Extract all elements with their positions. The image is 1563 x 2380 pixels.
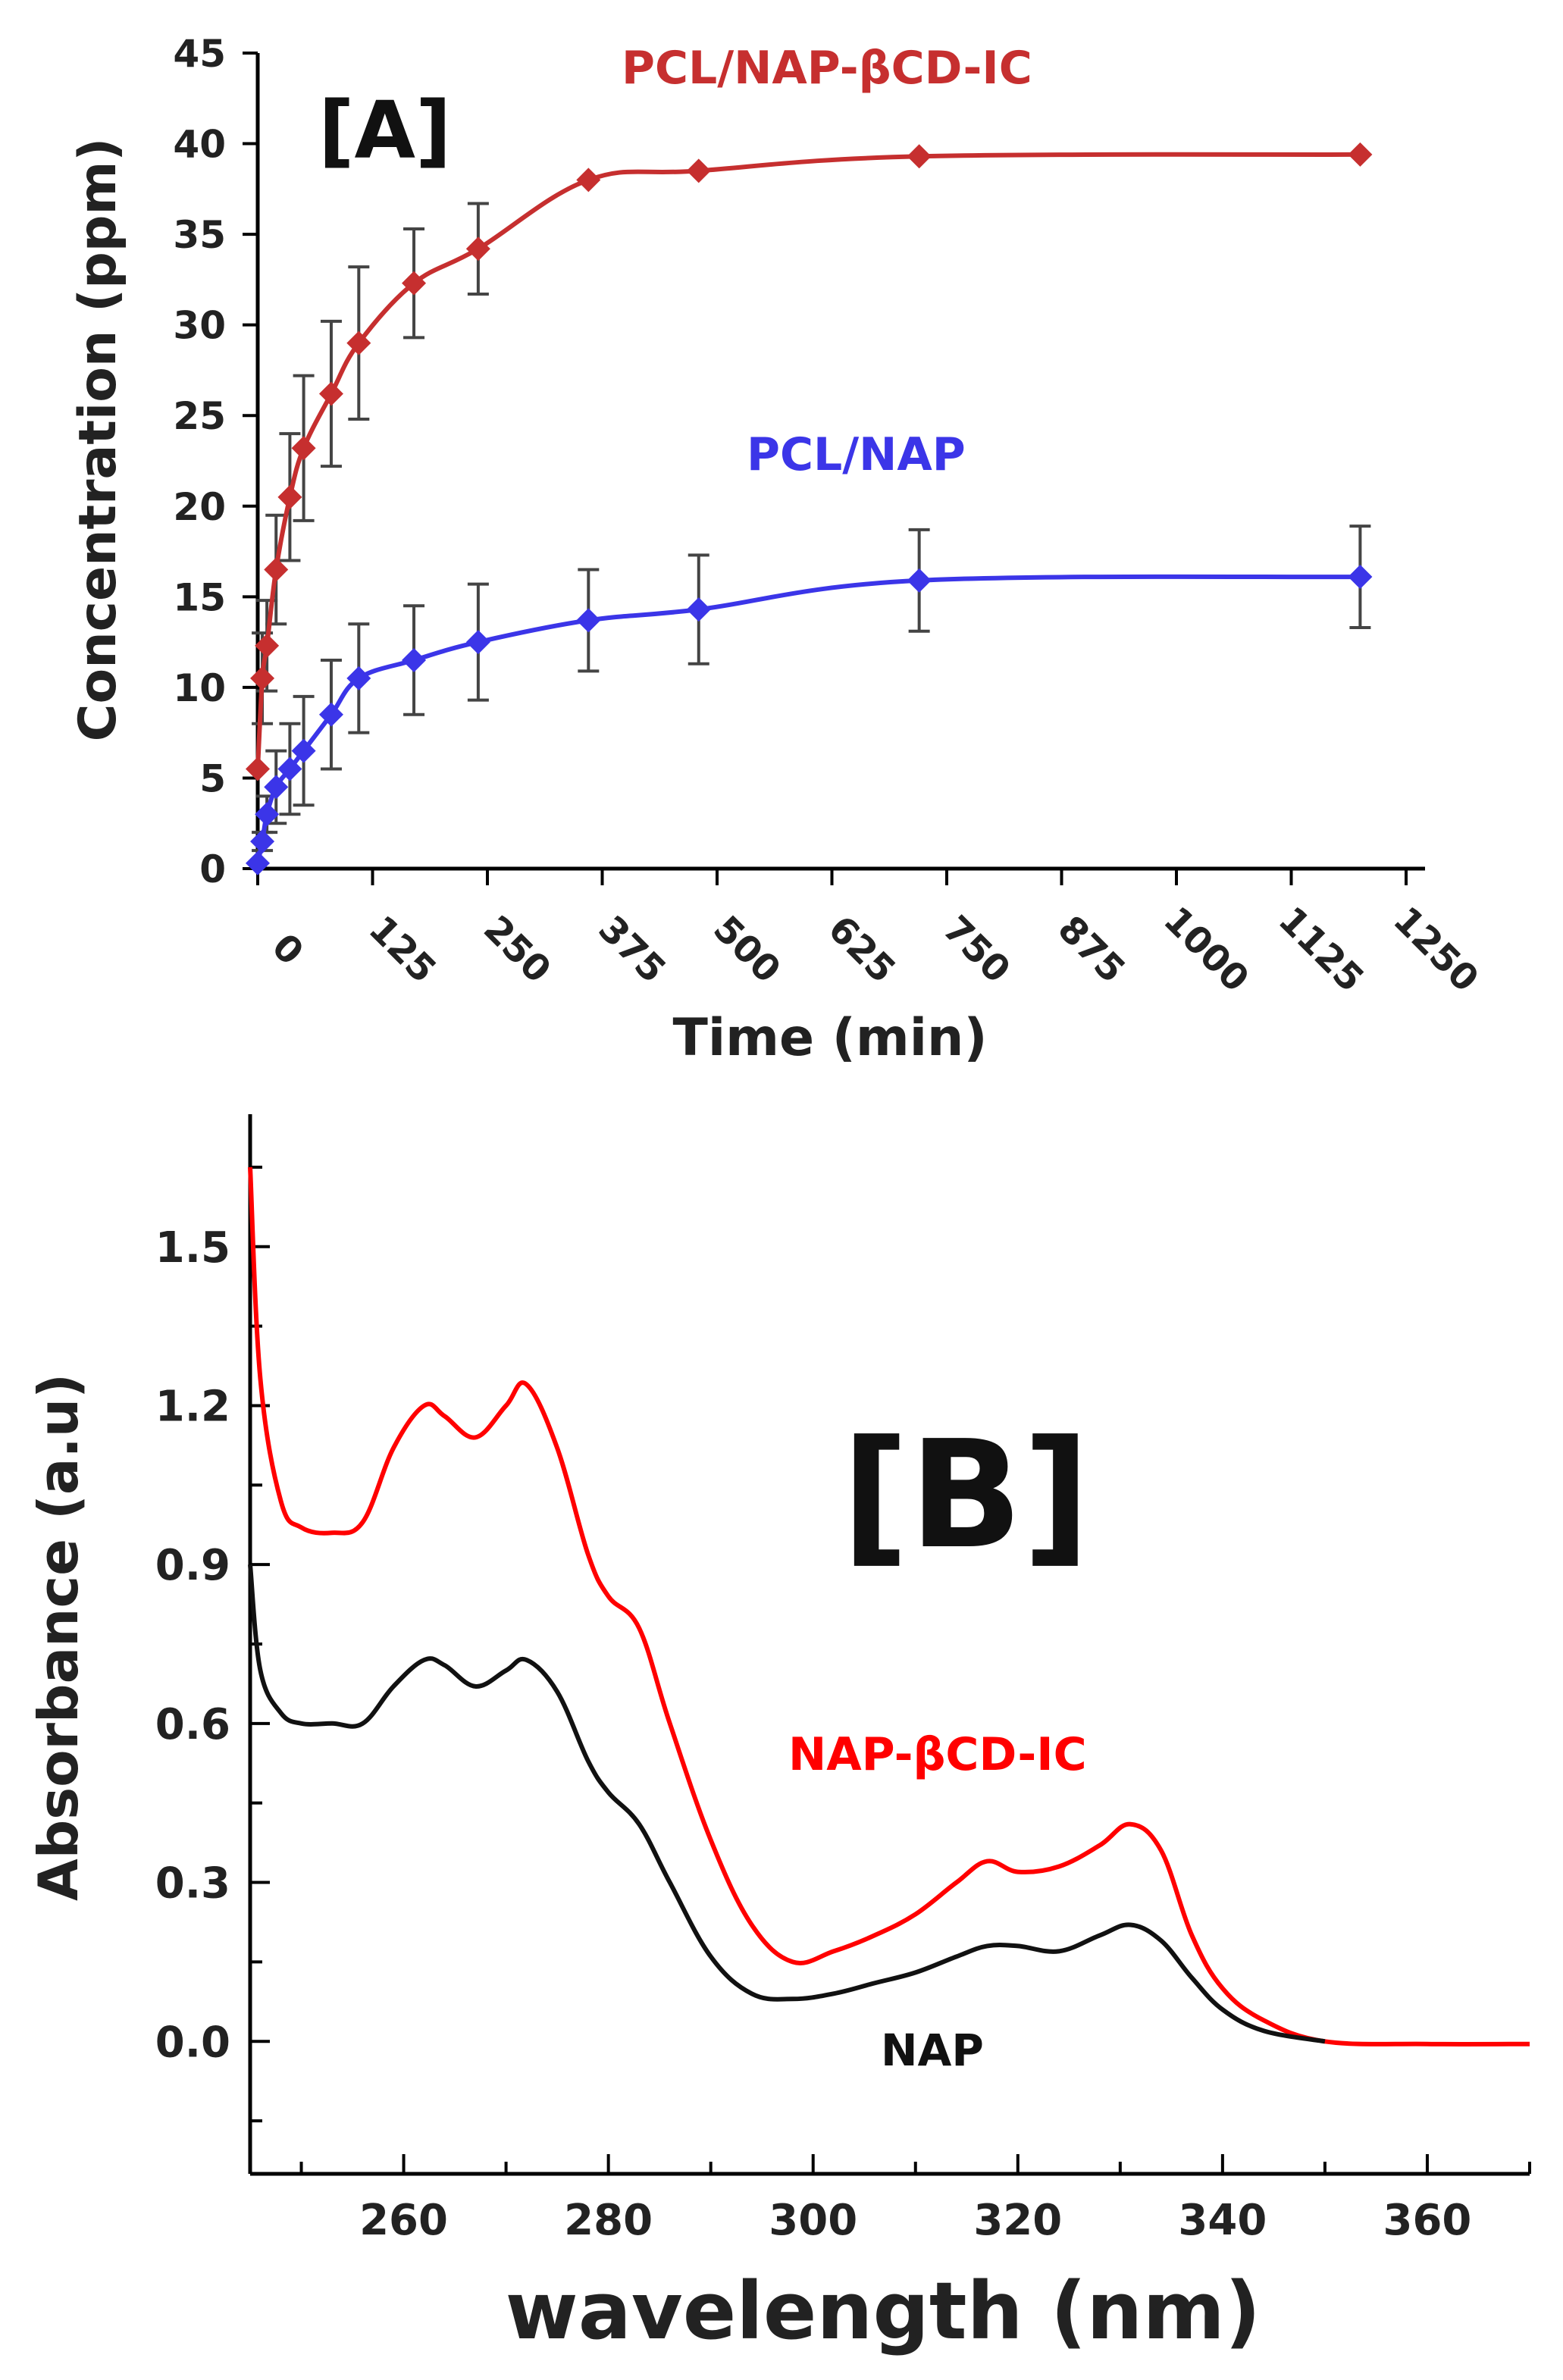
panel-a-point-blue bbox=[465, 630, 490, 655]
panel-a-x-tick-label: 375 bbox=[590, 907, 674, 991]
panel-a-point-red bbox=[250, 665, 275, 691]
panel-b-y-axis-title: Absorbance (a.u) bbox=[27, 1373, 90, 1901]
panel-a-y-axis-title: Concentration (ppm) bbox=[68, 138, 128, 742]
panel-a-point-red bbox=[255, 633, 280, 658]
panel-a-x-axis-title: Time (min) bbox=[672, 1008, 987, 1068]
panel-a-point-red bbox=[1348, 142, 1373, 167]
panel-a-legend-red: PCL/NAP-βCD-IC bbox=[622, 42, 1032, 95]
panel-a-y-tick-label: 15 bbox=[173, 575, 226, 619]
panel-a-point-blue bbox=[264, 775, 289, 800]
panel-b-x-tick-label: 320 bbox=[973, 2196, 1062, 2245]
panel-a-point-blue bbox=[246, 850, 270, 875]
panel-b-x-tick-label: 360 bbox=[1383, 2196, 1472, 2245]
panel-a-series-red bbox=[246, 142, 1373, 781]
panel-b-x-tick-label: 280 bbox=[564, 2196, 653, 2245]
panel-a-x-tick-label: 0 bbox=[264, 925, 312, 973]
panel-a-point-blue bbox=[402, 648, 427, 673]
panel-a-point-blue bbox=[250, 829, 275, 854]
panel-b-line-black bbox=[248, 1564, 1326, 2044]
panel-a-chart: 0 5 10 15 20 25 30 35 40 45 0 125 250 375 500 625 750 87… bbox=[68, 32, 1486, 1068]
panel-a-point-red bbox=[402, 271, 427, 296]
panel-a-y-tick-label: 40 bbox=[173, 123, 226, 167]
panel-a-y-tick-label: 0 bbox=[199, 847, 226, 891]
panel-b-y-tick-label: 0.6 bbox=[155, 1700, 230, 1749]
panel-b-y-tick-label: 0.0 bbox=[155, 2018, 230, 2067]
panel-b-chart: 0.0 0.3 0.6 0.9 1.2 1.5 260 280 300 320 340 360 [B… bbox=[27, 1114, 1531, 2357]
panel-a-point-red bbox=[907, 144, 932, 169]
panel-a-point-red bbox=[277, 484, 302, 509]
panel-a-point-blue bbox=[277, 756, 302, 781]
panel-b-legend-red: NAP-βCD-IC bbox=[788, 1728, 1087, 1781]
panel-a-line-blue bbox=[255, 574, 1361, 864]
panel-a-series-blue bbox=[246, 525, 1373, 875]
panel-a-y-tick-label: 5 bbox=[199, 756, 226, 800]
panel-b-x-tick-label: 340 bbox=[1178, 2196, 1267, 2245]
panel-a-x-tick-label: 250 bbox=[475, 907, 559, 991]
panel-b-x-tick-label: 260 bbox=[359, 2196, 448, 2245]
panel-a-point-blue bbox=[1348, 565, 1373, 590]
panel-a-point-blue bbox=[318, 702, 343, 727]
panel-a-y-tick-label: 20 bbox=[173, 485, 226, 529]
panel-b-line-red bbox=[248, 1167, 1530, 2047]
panel-a-point-red bbox=[291, 436, 316, 461]
panel-a-y-tick-label: 25 bbox=[173, 394, 226, 438]
panel-a-x-tick-label: 875 bbox=[1050, 907, 1133, 991]
panel-a-y-tick-label: 10 bbox=[173, 666, 226, 710]
panel-b-label: [B] bbox=[841, 1409, 1091, 1582]
panel-b-x-tick-label: 300 bbox=[769, 2196, 857, 2245]
panel-b-y-tick-label: 1.5 bbox=[155, 1223, 230, 1273]
panel-b-legend-black: NAP bbox=[881, 2025, 984, 2076]
panel-a-y-tick-label: 35 bbox=[173, 213, 226, 257]
panel-a-x-tick-label: 1000 bbox=[1155, 899, 1257, 1001]
panel-b-y-tick-label: 0.9 bbox=[155, 1541, 230, 1590]
panel-a-line-red bbox=[255, 152, 1361, 769]
panel-a-y-tick-label: 30 bbox=[173, 304, 226, 348]
panel-a-legend-blue: PCL/NAP bbox=[747, 428, 966, 481]
panel-a-y-tick-label: 45 bbox=[173, 32, 226, 76]
panel-a-point-red bbox=[686, 158, 711, 183]
panel-a-x-tick-label: 500 bbox=[705, 907, 788, 991]
panel-a-point-red bbox=[318, 381, 343, 406]
panel-a-point-red bbox=[346, 330, 371, 355]
panel-a-point-red bbox=[576, 168, 601, 193]
panel-a-point-blue bbox=[255, 802, 280, 827]
panel-a-point-red bbox=[264, 557, 289, 582]
panel-a-x-tick-label: 125 bbox=[361, 907, 444, 991]
panel-b-y-tick-label: 1.2 bbox=[155, 1382, 230, 1431]
panel-a-x-tick-label: 750 bbox=[935, 907, 1018, 991]
panel-a-x-tick-label: 1250 bbox=[1385, 899, 1486, 1001]
panel-a-point-red bbox=[246, 756, 270, 781]
panel-a-x-tick-label: 1125 bbox=[1270, 899, 1372, 1001]
panel-a-x-tick-label: 625 bbox=[820, 907, 904, 991]
panel-b-y-tick-label: 0.3 bbox=[155, 1859, 230, 1909]
panel-a-point-blue bbox=[291, 738, 316, 763]
panel-a-point-blue bbox=[686, 597, 711, 622]
panel-b-x-axis-title: wavelength (nm) bbox=[506, 2265, 1261, 2357]
panel-a-point-blue bbox=[346, 665, 371, 691]
panel-a-label: [A] bbox=[318, 84, 452, 177]
panel-a-point-blue bbox=[907, 568, 932, 593]
panel-a-point-red bbox=[465, 236, 490, 261]
panel-a-point-blue bbox=[576, 608, 601, 633]
